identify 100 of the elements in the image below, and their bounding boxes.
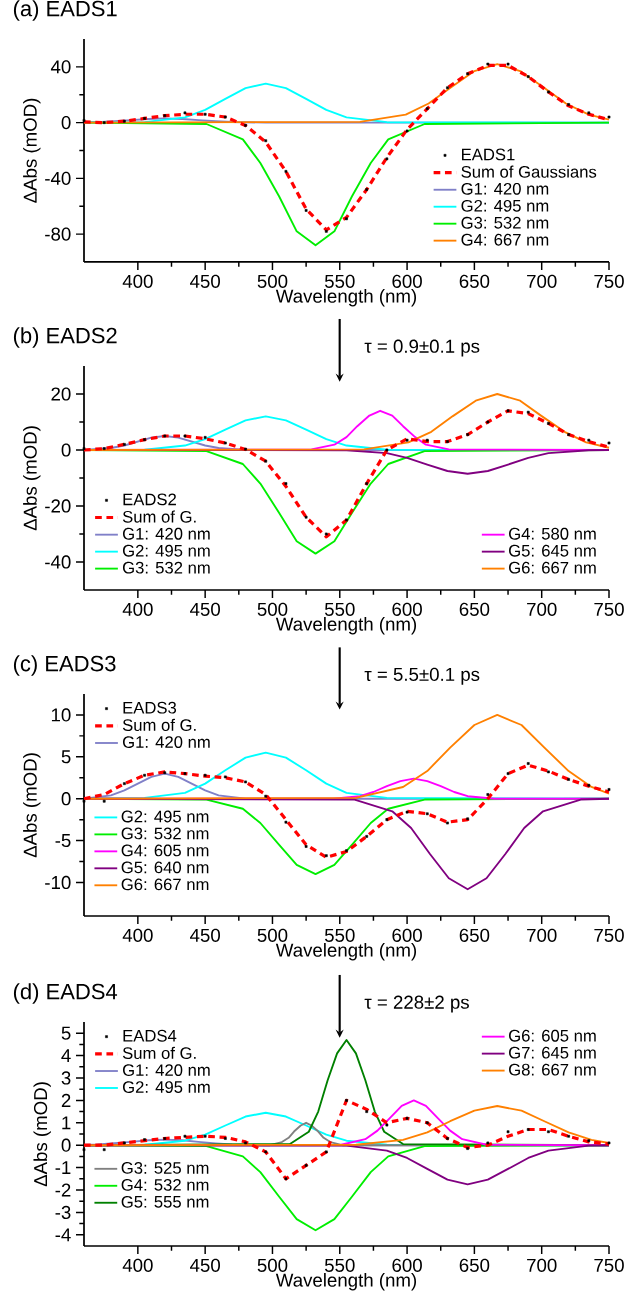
x-tick-label: 750 <box>594 274 624 288</box>
y-axis-title: ΔAbs (mOD) <box>33 1082 51 1187</box>
x-tick-label: 600 <box>392 928 422 942</box>
legend-label: G4: 605 nm <box>121 844 209 857</box>
legend-label: Sum of Gaussians <box>461 165 597 178</box>
x-tick-label: 650 <box>459 602 490 616</box>
legend-label: Sum of G. <box>122 1046 196 1060</box>
y-tick-label: -40 <box>45 171 71 185</box>
x-axis-title: Wavelength (nm) <box>275 289 417 307</box>
legend-label: Sum of G. <box>122 510 196 523</box>
x-tick-label: 400 <box>122 1258 153 1272</box>
legend-label: G4: 667 nm <box>461 233 549 246</box>
x-tick-label: 600 <box>392 1258 422 1272</box>
x-tick-label: 700 <box>527 274 557 288</box>
legend-label: EADS4 <box>123 1029 177 1042</box>
chart-title: (a) EADS1 <box>13 0 117 21</box>
y-tick-label: 10 <box>51 708 71 722</box>
x-tick-label: 550 <box>324 1258 355 1272</box>
x-tick-label: 600 <box>392 602 422 616</box>
y-tick-label: 0 <box>61 1138 71 1152</box>
y-tick-label: 2 <box>61 1093 71 1107</box>
chart-title: (b) EADS2 <box>13 327 117 348</box>
x-tick-label: 750 <box>594 928 624 942</box>
x-tick-label: 650 <box>459 1258 490 1272</box>
text: τ = 5.5±0.1 ps <box>364 667 480 685</box>
x-axis-title: Wavelength (nm) <box>275 1273 417 1291</box>
legend-label: G4: 532 nm <box>121 1178 209 1191</box>
text: τ = 0.9±0.1 ps <box>364 339 480 357</box>
legend-label: G5: 640 nm <box>121 861 209 874</box>
legend-label: G2: 495 nm <box>461 199 549 212</box>
y-tick-label: -3 <box>55 1205 71 1220</box>
y-tick-label: 0 <box>61 443 71 457</box>
legend-label: G1: 420 nm <box>122 527 210 540</box>
y-tick-label: -40 <box>45 555 71 569</box>
y-axis-title: ΔAbs (mOD) <box>23 426 41 531</box>
legend-label: G1: 420 nm <box>122 736 210 748</box>
legend-label: G8: 667 nm <box>509 1063 596 1076</box>
legend-label: G3: 525 nm <box>121 1162 209 1174</box>
legend-label: EADS3 <box>123 701 177 714</box>
legend-label: Sum of G. <box>122 718 196 732</box>
legend-label: G6: 605 nm <box>509 1029 596 1042</box>
y-axis-title: ΔAbs (mOD) <box>23 98 41 203</box>
x-tick-label: 550 <box>324 274 355 288</box>
x-axis-title: Wavelength (nm) <box>275 617 417 635</box>
y-tick-label: -2 <box>55 1183 71 1197</box>
legend-label: G4: 580 nm <box>509 527 596 540</box>
x-tick-label: 450 <box>190 274 220 288</box>
y-tick-label: -80 <box>45 227 71 241</box>
legend-label: G6: 667 nm <box>121 878 209 891</box>
legend-label: G5: 555 nm <box>121 1195 209 1208</box>
x-tick-label: 450 <box>190 602 220 616</box>
y-tick-label: -20 <box>45 499 71 513</box>
legend-label: G2: 495 nm <box>122 1081 210 1093</box>
x-tick-label: 400 <box>122 274 153 288</box>
x-tick-label: 600 <box>392 274 422 288</box>
legend-label: G5: 645 nm <box>509 544 596 557</box>
y-tick-label: 40 <box>50 60 71 74</box>
legend-label: G3: 532 nm <box>461 216 549 229</box>
x-tick-label: 450 <box>190 928 220 942</box>
x-tick-label: 550 <box>324 928 355 942</box>
y-tick-label: 0 <box>61 115 71 130</box>
x-tick-label: 400 <box>122 928 153 942</box>
legend-label: G2: 495 nm <box>121 810 209 823</box>
y-tick-label: 5 <box>61 750 71 764</box>
x-tick-label: 750 <box>594 602 624 616</box>
x-tick-label: 450 <box>190 1258 220 1272</box>
y-tick-label: -10 <box>45 875 71 890</box>
y-tick-label: 3 <box>61 1071 71 1085</box>
chart-title: (d) EADS4 <box>13 983 118 1004</box>
x-tick-label: 750 <box>594 1258 624 1272</box>
x-axis-title: Wavelength (nm) <box>275 943 417 961</box>
x-tick-label: 700 <box>527 1258 557 1272</box>
text: τ = 228±2 ps <box>364 995 469 1013</box>
legend-label: G7: 645 nm <box>509 1046 596 1059</box>
y-tick-label: -5 <box>55 834 71 848</box>
x-tick-label: 700 <box>527 602 557 616</box>
x-tick-label: 700 <box>527 928 557 942</box>
y-tick-label: 4 <box>61 1049 71 1063</box>
legend-label: G2: 495 nm <box>122 544 210 557</box>
x-tick-label: 500 <box>257 928 288 942</box>
x-tick-label: 500 <box>257 1258 288 1272</box>
x-tick-label: 650 <box>459 274 490 288</box>
legend-label: G1: 420 nm <box>461 182 549 195</box>
y-tick-label: 20 <box>51 387 71 401</box>
legend-label: EADS1 <box>462 148 515 161</box>
chart-title: (c) EADS3 <box>13 655 116 676</box>
x-tick-label: 500 <box>257 602 288 616</box>
legend-label: G3: 532 nm <box>121 827 209 840</box>
x-tick-label: 500 <box>257 274 288 288</box>
legend-label: G1: 420 nm <box>122 1064 210 1076</box>
legend-label: G3: 532 nm <box>122 561 210 574</box>
x-tick-label: 650 <box>459 928 490 942</box>
y-tick-label: -1 <box>55 1161 71 1175</box>
legend-label: G6: 667 nm <box>509 561 596 574</box>
y-tick-label: 1 <box>62 1116 71 1130</box>
y-tick-label: -4 <box>55 1228 71 1242</box>
legend-label: EADS2 <box>123 493 176 506</box>
y-axis-title: ΔAbs (mOD) <box>23 753 41 858</box>
y-tick-label: 0 <box>61 792 71 806</box>
x-tick-label: 400 <box>122 602 153 616</box>
